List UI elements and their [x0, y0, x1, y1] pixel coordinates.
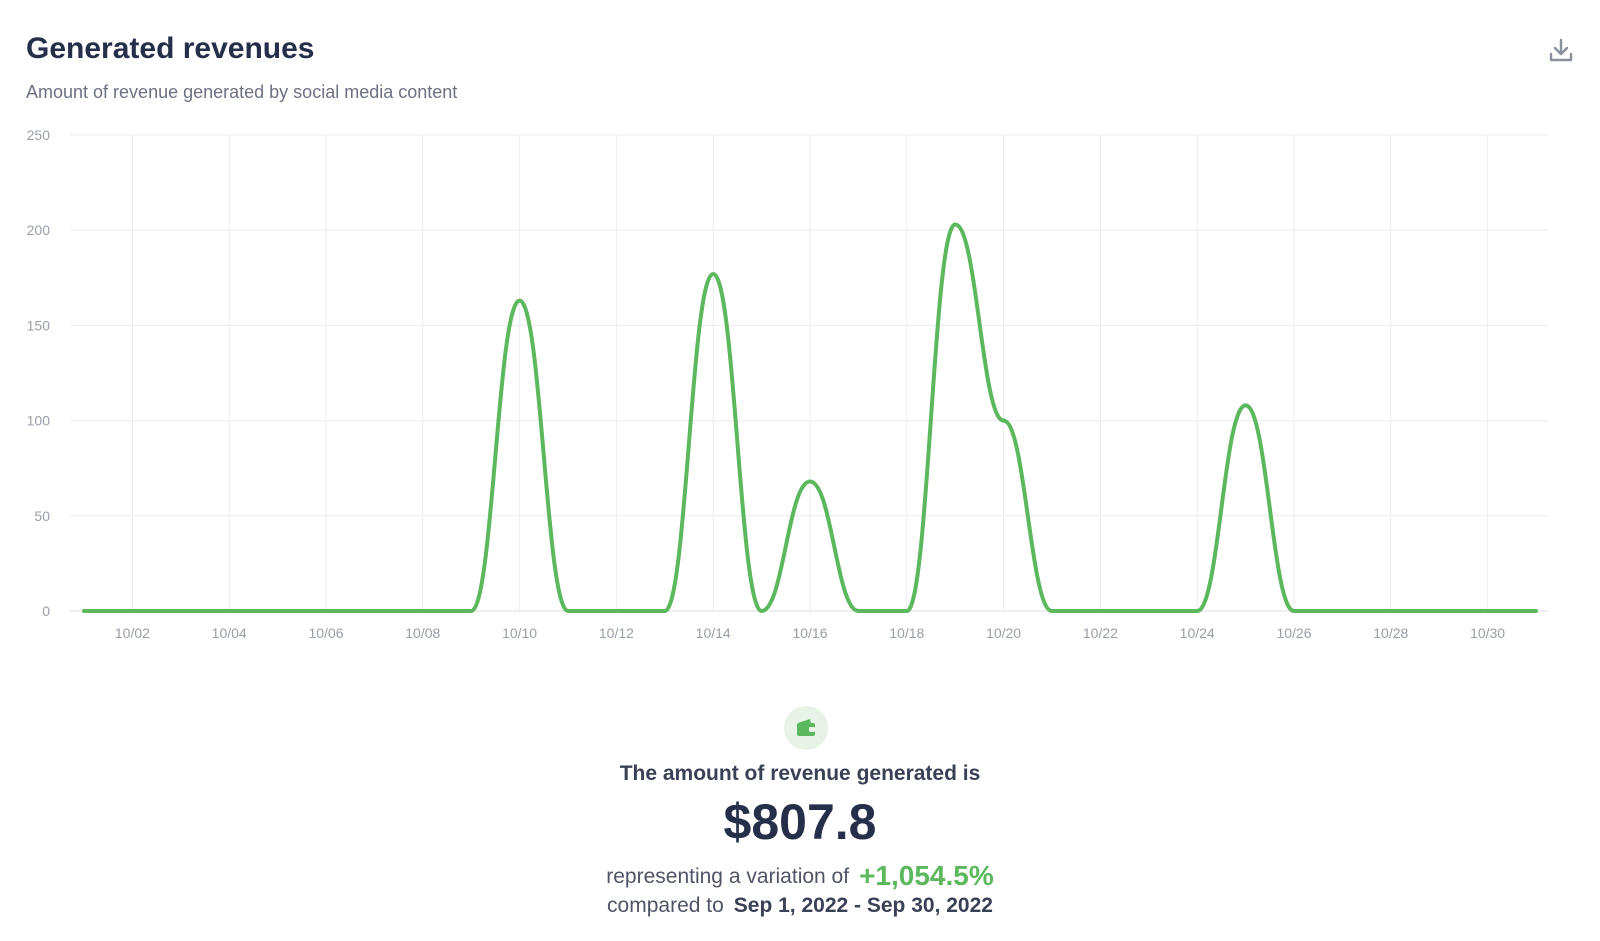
compared-label: compared to [607, 894, 724, 917]
x-tick-label: 10/08 [405, 625, 440, 641]
y-axis-ticks: 0 50 100 150 200 250 [27, 127, 51, 619]
compared-range: Sep 1, 2022 - Sep 30, 2022 [733, 894, 993, 917]
chart-title: Generated revenues [26, 32, 315, 65]
x-tick-label: 10/26 [1276, 625, 1311, 641]
x-tick-label: 10/20 [986, 625, 1021, 641]
x-tick-label: 10/28 [1373, 625, 1408, 641]
revenue-line [82, 222, 1538, 613]
chart-grid [70, 134, 1548, 612]
x-tick-label: 10/14 [696, 625, 731, 641]
summary-heading: The amount of revenue generated is [619, 762, 981, 785]
y-tick-label: 100 [27, 413, 51, 429]
variation-label: representing a variation of [606, 865, 850, 888]
x-tick-label: 10/04 [212, 625, 247, 641]
x-tick-label: 10/06 [308, 625, 343, 641]
y-tick-label: 150 [27, 317, 51, 333]
x-tick-label: 10/30 [1470, 625, 1505, 641]
revenue-amount: $807.8 [723, 794, 877, 850]
y-tick-label: 0 [42, 603, 50, 619]
chart-subtitle: Amount of revenue generated by social me… [26, 82, 458, 102]
variation-value: +1,054.5% [859, 860, 994, 891]
revenue-series [82, 222, 1538, 613]
revenue-line-chart: 0 50 100 150 200 250 10/02 10/04 10/06 10/08 10/1… [27, 127, 1548, 641]
variation-line: representing a variation of +1,054.5% [0, 860, 1600, 892]
x-axis-ticks: 10/02 10/04 10/06 10/08 10/10 10/12 10/14 10/16… [115, 625, 1505, 641]
x-tick-label: 10/12 [599, 625, 634, 641]
x-tick-label: 10/16 [792, 625, 827, 641]
y-tick-label: 50 [34, 508, 50, 524]
x-tick-label: 10/10 [502, 625, 537, 641]
y-tick-label: 200 [27, 222, 51, 238]
wallet-icon [784, 706, 828, 750]
x-tick-label: 10/02 [115, 625, 150, 641]
x-tick-label: 10/24 [1180, 625, 1215, 641]
y-tick-label: 250 [27, 127, 51, 143]
x-tick-label: 10/22 [1083, 625, 1118, 641]
x-tick-label: 10/18 [889, 625, 924, 641]
comparison-line: compared to Sep 1, 2022 - Sep 30, 2022 [0, 894, 1600, 918]
download-icon[interactable] [1546, 36, 1576, 66]
